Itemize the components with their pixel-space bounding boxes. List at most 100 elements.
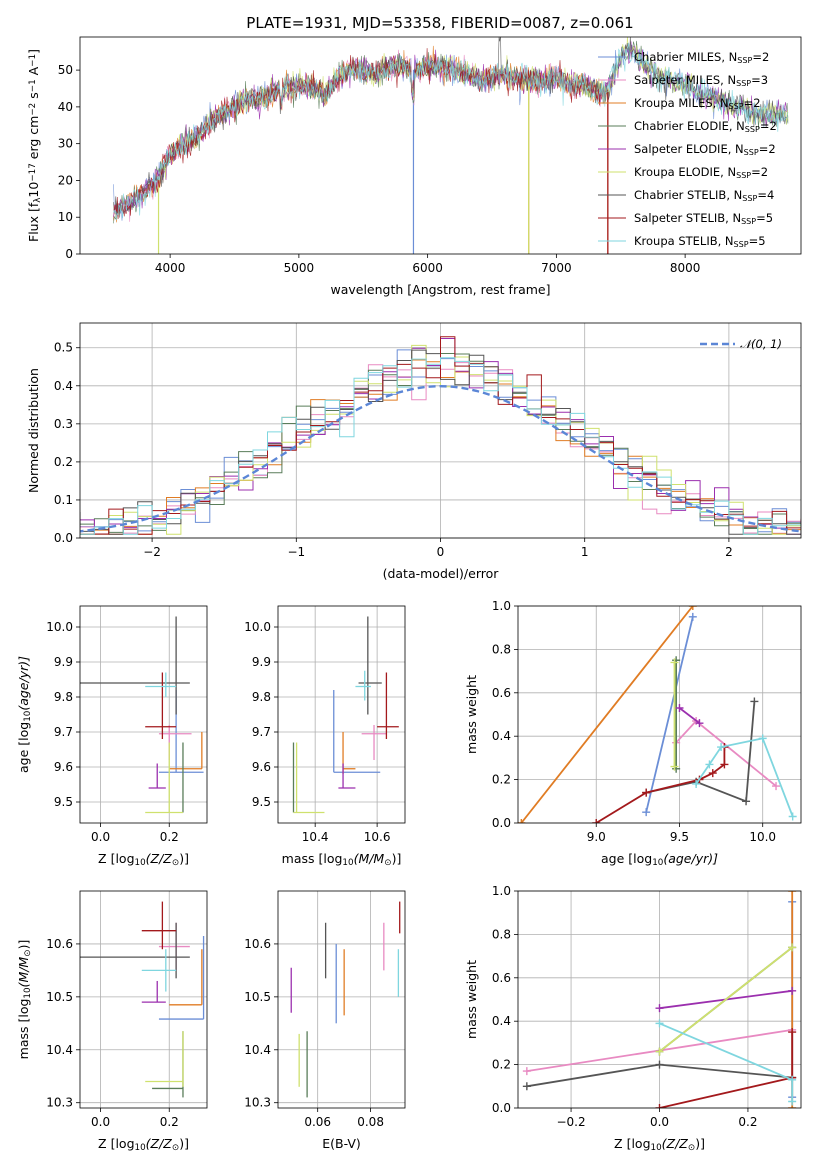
- errorbar-point: [338, 763, 356, 789]
- axes-frame: [79, 890, 208, 1109]
- axes-age-vs-mass: 10.4 10.6 9.5 9.6 9.7 9.8 9.9 10.0: [244, 605, 406, 844]
- y-tick-label: 9.6: [252, 760, 271, 774]
- weight-series: [672, 717, 781, 791]
- errorbar-point: [169, 732, 203, 770]
- plot-area-age-vs-z: [80, 616, 204, 814]
- axes-frame: [79, 605, 208, 824]
- weight-series-line: [678, 707, 701, 724]
- x-axis-label: age [log10(age/yr)]: [601, 851, 718, 868]
- y-tick-label: 0.0: [492, 1101, 511, 1115]
- weight-point-marker: [788, 812, 797, 821]
- y-tick-label: 0.6: [492, 686, 511, 700]
- panel-weight-vs-age: 9.0 9.5 10.0 0.0 0.2 0.4 0.6 0.8 1.0 age [log10(a…: [464, 599, 802, 868]
- plot-area-weight-vs-age: [518, 606, 797, 823]
- x-tick-label: 8000: [670, 261, 701, 275]
- weight-point-marker: [788, 943, 797, 952]
- y-tick-label: 9.9: [54, 655, 73, 669]
- weight-point-marker: [655, 1104, 664, 1108]
- weight-series-line: [520, 606, 694, 823]
- y-tick-label: 0.1: [54, 493, 73, 507]
- y-tick-label: 0: [65, 247, 73, 261]
- weight-point-marker: [592, 819, 601, 823]
- y-tick-label: 0.0: [54, 531, 73, 545]
- legend-entry-label: Salpeter STELIB, NSSP=5: [634, 211, 773, 226]
- errorbar-point: [145, 672, 177, 697]
- plot-area-weight-vs-z: [522, 891, 797, 1108]
- y-tick-label: 0.0: [492, 816, 511, 830]
- y-tick-label: 0.4: [492, 729, 511, 743]
- x-tick-label: 0.2: [160, 1115, 179, 1129]
- errorbar-point: [361, 725, 387, 760]
- errorbar-point: [145, 1031, 184, 1087]
- axes-mass-vs-ebv: 0.06 0.08 10.3 10.4 10.5 10.6: [244, 890, 406, 1129]
- panel-mass-vs-ebv: 0.06 0.08 10.3 10.4 10.5 10.6 E(B-V): [244, 890, 406, 1151]
- weight-point-marker: [655, 1019, 664, 1028]
- y-tick-label: 10.5: [244, 990, 271, 1004]
- x-tick-label: −0.2: [556, 1115, 585, 1129]
- weight-point-marker: [788, 1075, 797, 1084]
- panel-mass-vs-z: 0.0 0.2 10.3 10.4 10.5 10.6 Z [log10(Z/Z⊙)] mas…: [16, 890, 208, 1153]
- panel-spectrum: 4000 5000 6000 7000 8000 0 10 20 30 40 50 wavelengt…: [26, 36, 802, 297]
- axes-mass-vs-z: 0.0 0.2 10.3 10.4 10.5 10.6: [46, 890, 208, 1129]
- axes-residuals: −2 −1 0 1 2 0.0 0.1 0.2 0.3 0.4 0.5: [54, 322, 802, 559]
- y-tick-label: 0.5: [54, 341, 73, 355]
- errorbar-point: [148, 763, 166, 789]
- x-tick-label: 0.06: [304, 1115, 331, 1129]
- weight-series-line: [646, 701, 756, 803]
- axes-frame: [517, 605, 802, 824]
- axes-weight-vs-z: −0.2 0.0 0.2 0.0 0.2 0.4 0.6 0.8 1.0: [492, 884, 802, 1129]
- legend-entry-label: Kroupa ELODIE, NSSP=2: [634, 165, 768, 180]
- y-tick-label: 0.3: [54, 417, 73, 431]
- y-tick-label: 9.5: [54, 795, 73, 809]
- axes-frame: [79, 36, 802, 255]
- x-axis-label: E(B-V): [322, 1136, 361, 1151]
- histogram-series-step: [80, 357, 801, 535]
- errorbar-point: [169, 949, 203, 1006]
- errorbar-point: [342, 732, 356, 774]
- legend-entry-label: Kroupa MILES, NSSP=2: [634, 96, 761, 111]
- legend-entry-label: Chabrier ELODIE, NSSP=2: [634, 119, 777, 134]
- y-tick-label: 10.6: [244, 937, 271, 951]
- legend-entry-label: Chabrier STELIB, NSSP=4: [634, 188, 774, 203]
- weight-series-line: [695, 737, 794, 817]
- legend-entry-label: 𝒩(0, 1): [740, 337, 782, 351]
- figure-title: PLATE=1931, MJD=53358, FIBERID=0087, z=0…: [246, 14, 633, 32]
- errorbar-point: [80, 616, 190, 715]
- y-tick-label: 0.2: [492, 1058, 511, 1072]
- errorbar-point: [358, 616, 382, 715]
- y-tick-label: 9.8: [54, 690, 73, 704]
- weight-point-marker: [518, 819, 526, 823]
- weight-point-marker: [720, 760, 729, 769]
- y-tick-label: 1.0: [492, 884, 511, 898]
- x-axis-label: wavelength [Angstrom, rest frame]: [330, 282, 550, 297]
- errorbar-point: [141, 901, 177, 950]
- y-tick-label: 30: [58, 137, 73, 151]
- y-tick-label: 0.4: [54, 379, 73, 393]
- errorbar-point: [80, 922, 190, 979]
- y-tick-label: 9.7: [252, 725, 271, 739]
- legend: Chabrier MILES, NSSP=2 Salpeter MILES, NS…: [598, 50, 777, 249]
- weight-point-marker: [655, 1060, 664, 1069]
- x-tick-label: 2: [725, 545, 733, 559]
- axes-age-vs-z: 0.0 0.2 9.5 9.6 9.7 9.8 9.9 10.0: [46, 605, 208, 844]
- weight-point-marker: [708, 769, 717, 778]
- legend-entry-label: Salpeter MILES, NSSP=3: [634, 73, 768, 88]
- weight-point-marker: [772, 782, 781, 791]
- y-tick-label: 10.3: [46, 1096, 73, 1110]
- errorbar-point: [293, 742, 325, 814]
- legend-entry-label: Salpeter ELODIE, NSSP=2: [634, 142, 776, 157]
- axes-spectrum: 4000 5000 6000 7000 8000 0 10 20 30 40 50: [58, 36, 802, 275]
- weight-series-line: [658, 946, 793, 1053]
- x-tick-label: 5000: [284, 261, 315, 275]
- weight-point-marker: [717, 743, 726, 752]
- weight-point-marker: [695, 719, 704, 728]
- x-tick-label: −2: [143, 545, 161, 559]
- x-tick-label: 4000: [155, 261, 186, 275]
- errorbar-point: [145, 672, 177, 739]
- plot-area-age-vs-mass: [292, 616, 399, 814]
- weight-series-line: [675, 719, 777, 787]
- weight-series-line: [659, 1032, 794, 1108]
- x-tick-label: 0.0: [91, 1115, 110, 1129]
- weight-point-marker: [675, 703, 684, 712]
